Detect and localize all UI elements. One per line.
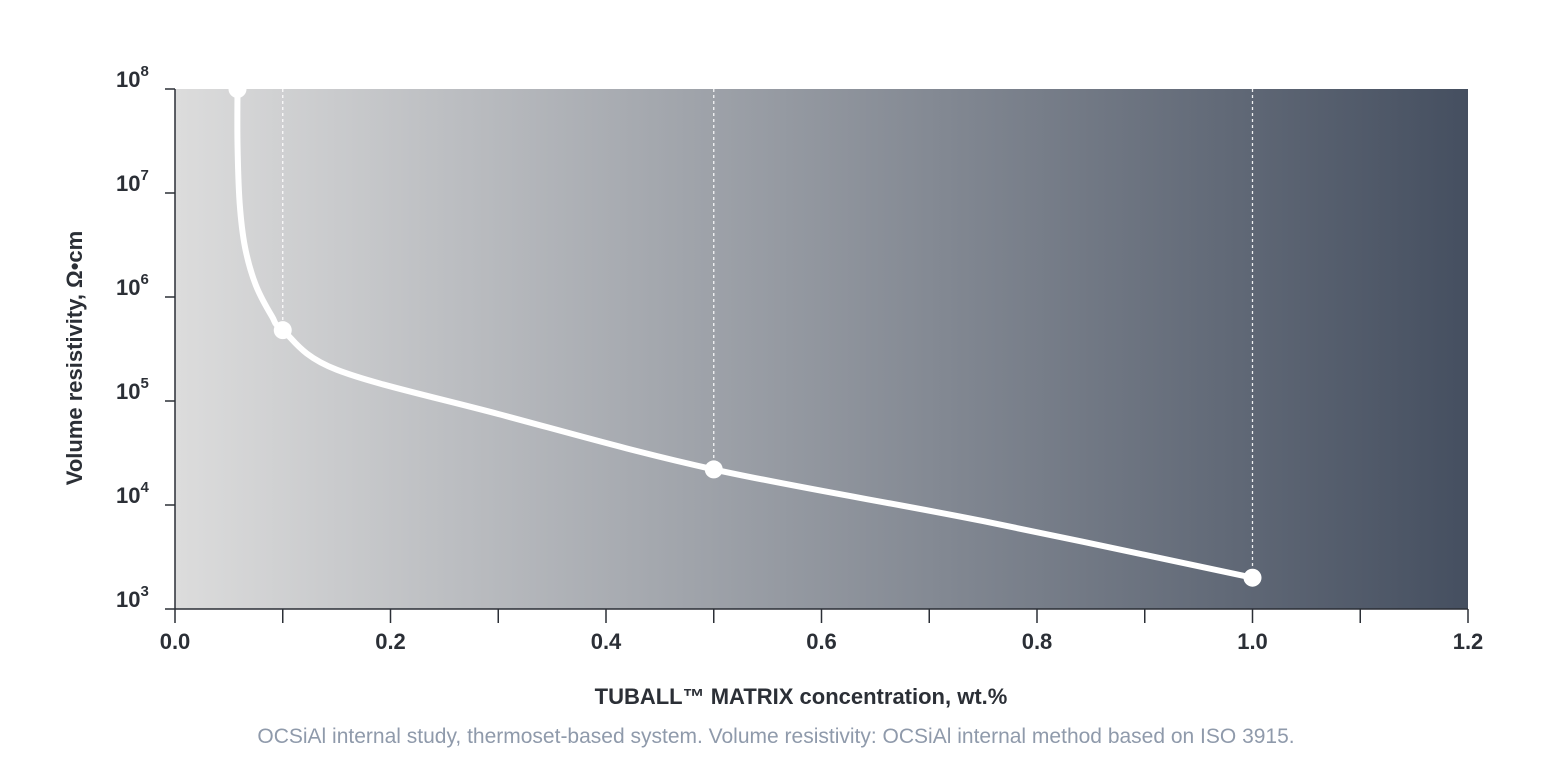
x-tick-label: 0.4 <box>591 629 622 654</box>
x-tick-label: 1.2 <box>1453 629 1484 654</box>
data-point <box>704 460 723 479</box>
reference-lines <box>282 89 1254 578</box>
x-tick-label: 0.0 <box>160 629 191 654</box>
data-point <box>228 80 247 98</box>
x-tick-label: 0.6 <box>806 629 837 654</box>
y-tick-label: 103 <box>116 583 149 612</box>
y-tick-label: 104 <box>116 479 149 508</box>
x-tick-label: 1.0 <box>1237 629 1268 654</box>
y-ticks: 108 107 106 105 104 103 <box>116 63 175 612</box>
x-axis-title: TUBALL™ MATRIX concentration, wt.% <box>595 684 1008 709</box>
x-tick-label: 0.8 <box>1022 629 1053 654</box>
y-tick-label: 107 <box>116 167 149 196</box>
x-tick-label: 0.2 <box>375 629 406 654</box>
y-tick-label: 106 <box>116 271 149 300</box>
y-tick-label: 105 <box>116 375 149 404</box>
source-note: OCSiAl internal study, thermoset-based s… <box>257 725 1295 748</box>
x-ticks: 0.0 0.2 0.4 0.6 0.8 1.0 1.2 <box>160 609 1484 654</box>
data-point <box>1243 568 1262 587</box>
y-tick-label: 108 <box>116 63 149 92</box>
series-line <box>234 86 1256 581</box>
y-axis-title: Volume resistivity, Ω•cm <box>62 231 87 485</box>
plot-area <box>175 89 1468 609</box>
data-point <box>273 321 292 340</box>
data-markers <box>228 80 1262 587</box>
